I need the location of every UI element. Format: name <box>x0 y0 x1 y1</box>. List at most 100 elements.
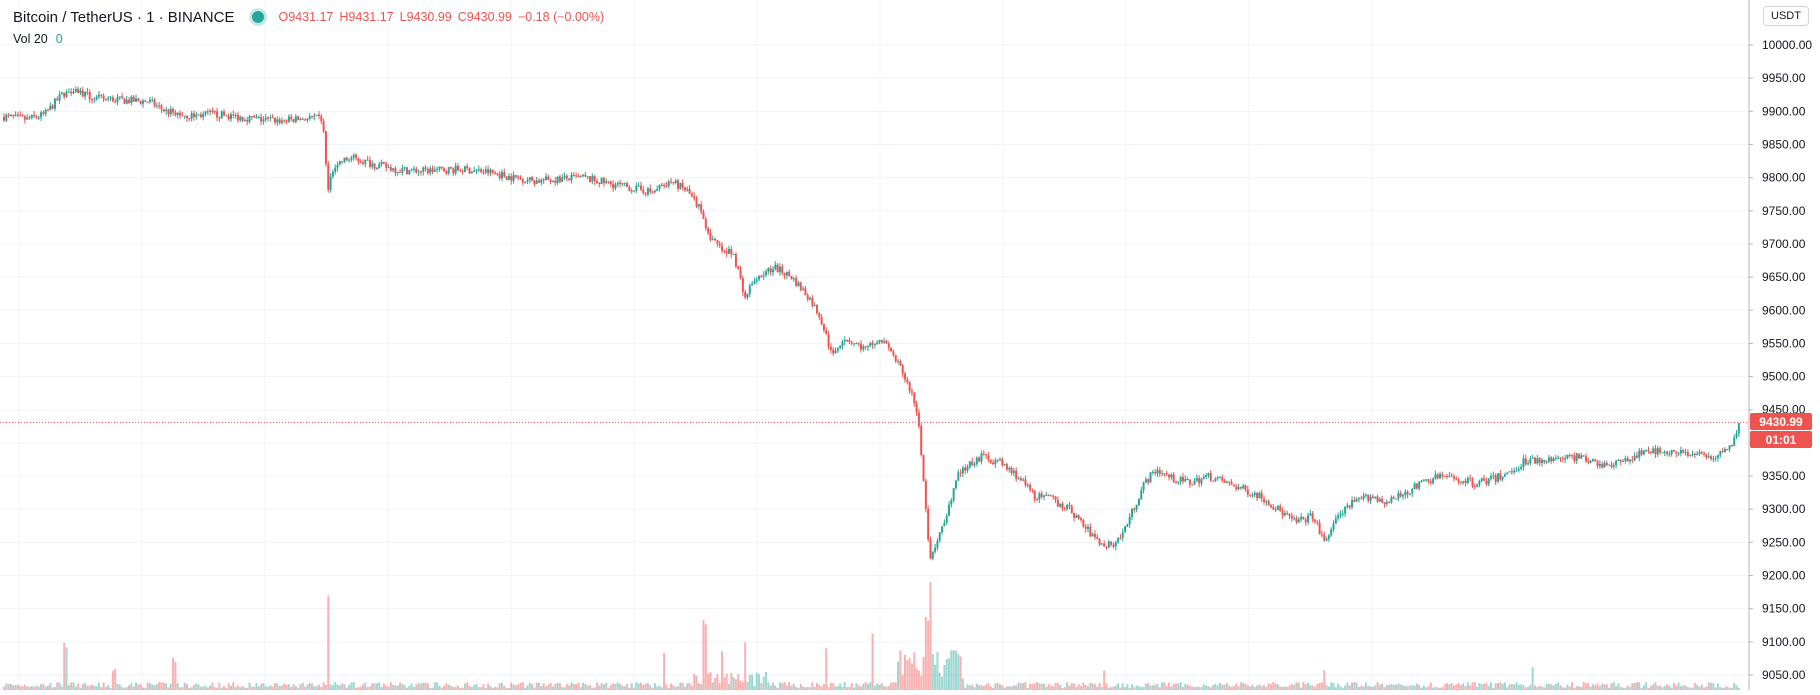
candle-body <box>950 500 953 505</box>
volume-bar <box>1274 683 1277 690</box>
candle-body <box>885 340 888 344</box>
candle-body <box>406 167 409 175</box>
volume-bar <box>1320 682 1323 690</box>
candle-body <box>1605 462 1608 466</box>
volume-bar <box>301 682 304 690</box>
volume-bar <box>1082 682 1085 690</box>
candle-body <box>767 268 770 272</box>
candle-body <box>5 115 8 121</box>
candle-body <box>454 165 457 174</box>
candle-body <box>1114 542 1117 547</box>
candle-body <box>172 108 175 113</box>
volume-bar <box>283 683 286 690</box>
candle-body <box>248 116 251 122</box>
volume-bar <box>1652 684 1655 690</box>
volume-bar <box>1411 685 1414 690</box>
volume-bar <box>202 686 205 690</box>
candle-body <box>1320 534 1323 536</box>
volume-bar <box>1522 685 1525 690</box>
candle-body <box>1596 461 1599 467</box>
volume-bar <box>306 684 309 690</box>
candle-body <box>125 99 128 104</box>
volume-bar <box>978 685 981 690</box>
volume-bar <box>1008 686 1011 690</box>
volume-bar <box>987 682 990 690</box>
volume-bar <box>1186 684 1189 690</box>
volume-bar <box>67 685 70 690</box>
volume-bar <box>595 682 598 690</box>
candle-body <box>630 190 633 192</box>
candle-body <box>1684 452 1687 454</box>
candle-body <box>1543 459 1546 463</box>
candle-body <box>535 180 538 184</box>
volume-bar <box>1084 684 1087 690</box>
candle-body <box>77 88 80 94</box>
volume-bar <box>765 672 768 690</box>
volume-bar <box>172 657 175 690</box>
candle-body <box>505 176 508 180</box>
volume-bar <box>554 684 557 690</box>
candle-body <box>371 163 374 167</box>
candle-body <box>1608 464 1611 466</box>
volume-bar <box>1126 684 1129 690</box>
candle-body <box>429 168 432 174</box>
volume-bar <box>53 687 56 690</box>
candle-body <box>190 113 193 119</box>
candle-body <box>866 345 869 348</box>
volume-bar <box>204 685 207 690</box>
volume-bar <box>1594 685 1597 690</box>
candle-body <box>582 174 585 176</box>
volume-bar <box>836 686 839 690</box>
candle-body <box>820 317 823 325</box>
volume-bar <box>37 686 40 690</box>
candle-body <box>84 91 87 97</box>
volume-bar <box>155 684 158 690</box>
volume-bar <box>1659 685 1662 690</box>
volume-bar <box>1272 682 1275 690</box>
volume-bar <box>797 687 800 690</box>
volume-bar <box>165 683 168 690</box>
candle-body <box>1042 495 1045 497</box>
candle-body <box>141 100 144 104</box>
volume-bar <box>243 687 246 690</box>
volume-bar <box>894 682 897 690</box>
volume-bar <box>223 686 226 690</box>
candle-body <box>197 114 200 116</box>
candle-body <box>945 515 948 523</box>
volume-bar <box>737 674 740 690</box>
volume-bar <box>885 686 888 690</box>
candle-body <box>185 115 188 119</box>
candle-body <box>1515 470 1518 472</box>
volume-bar <box>934 664 937 690</box>
candle-body <box>1661 452 1664 454</box>
candle-body <box>461 171 464 173</box>
candle-body <box>1357 498 1360 500</box>
candle-body <box>1341 513 1344 515</box>
ohlc-close: C9430.99 <box>457 10 512 24</box>
candle-body <box>920 426 923 455</box>
candle-body <box>1401 494 1404 497</box>
candle-body <box>1219 477 1222 479</box>
candle-body <box>359 161 362 163</box>
volume-bar <box>1276 684 1279 690</box>
volume-bar <box>1443 684 1446 690</box>
candle-body <box>327 163 330 190</box>
volume-bar <box>1684 685 1687 690</box>
candle-body <box>975 457 978 464</box>
candle-body <box>1200 478 1203 484</box>
volume-bar <box>1237 686 1240 690</box>
candle-body <box>799 282 802 290</box>
volume-bar <box>1552 685 1555 690</box>
candle-body <box>804 288 807 296</box>
volume-bar <box>1267 683 1270 690</box>
candle-body <box>1459 481 1462 483</box>
candle-body <box>711 238 714 240</box>
volume-bars <box>3 582 1740 690</box>
volume-bar <box>910 663 913 690</box>
candle-body <box>853 343 856 345</box>
currency-button[interactable]: USDT <box>1763 6 1809 26</box>
candle-body <box>894 355 897 362</box>
volume-bar <box>869 682 872 690</box>
